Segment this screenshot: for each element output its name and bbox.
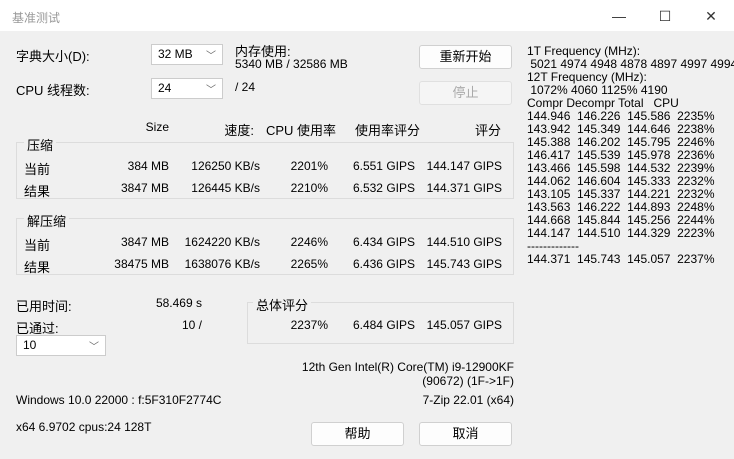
log-line: 144.147 144.510 144.329 2223% xyxy=(527,226,715,240)
total-group: 总体评分 xyxy=(247,295,514,344)
row-cpu: 2265% xyxy=(290,257,328,271)
help-button[interactable]: 帮助 xyxy=(311,422,404,446)
log-line: 143.466 145.598 144.532 2239% xyxy=(527,161,715,175)
log-line: 144.371 145.743 145.057 2237% xyxy=(527,252,715,266)
arch-info: x64 6.9702 cpus:24 128T xyxy=(16,420,152,434)
col-rating: 评分 xyxy=(474,123,501,138)
log-line: 146.417 145.539 145.978 2236% xyxy=(527,148,715,162)
passes-select[interactable]: 10 ﹀ xyxy=(16,335,106,356)
row-size: 3847 MB xyxy=(120,181,169,195)
row-rating: 144.510 GIPS xyxy=(426,235,502,249)
threads-label: CPU 线程数: xyxy=(16,83,90,98)
log-line: 145.388 146.202 145.795 2246% xyxy=(527,135,715,149)
passes-value: 10 / xyxy=(181,318,202,332)
log-line: 144.946 146.226 145.586 2235% xyxy=(527,109,715,123)
log-panel: 1T Frequency (MHz): 5021 4974 4948 4878 … xyxy=(527,45,734,266)
row-rating: 145.743 GIPS xyxy=(426,257,502,271)
version-info: 7-Zip 22.01 (x64) xyxy=(422,393,514,407)
cpu-id: (90672) (1F->1F) xyxy=(422,374,514,388)
col-rating-usage: 使用率评分 xyxy=(355,123,421,138)
total-rating: 145.057 GIPS xyxy=(426,318,502,332)
log-line: 144.062 146.604 145.333 2232% xyxy=(527,174,715,188)
dict-size-select[interactable]: 32 MB ﹀ xyxy=(151,44,223,65)
elapsed-value: 58.469 s xyxy=(155,296,202,310)
total-usage: 6.484 GIPS xyxy=(352,318,415,332)
minimize-button[interactable]: — xyxy=(612,8,626,24)
log-line: 143.563 146.222 144.893 2248% xyxy=(527,200,715,214)
cpu-name: 12th Gen Intel(R) Core(TM) i9-12900KF xyxy=(301,360,514,374)
log-line: 144.668 145.844 145.256 2244% xyxy=(527,213,715,227)
log-line: 143.942 145.349 144.646 2238% xyxy=(527,122,715,136)
memory-label: 内存使用: xyxy=(235,44,291,59)
log-line: 12T Frequency (MHz): xyxy=(527,70,647,84)
stop-button[interactable]: 停止 xyxy=(419,81,512,105)
col-size: Size xyxy=(145,120,169,134)
dict-size-value: 32 MB xyxy=(158,47,193,61)
row-size: 38475 MB xyxy=(114,257,169,271)
log-line: 143.105 145.337 144.221 2232% xyxy=(527,187,715,201)
row-cpu: 2246% xyxy=(290,235,328,249)
restart-button[interactable]: 重新开始 xyxy=(419,45,512,69)
row-speed: 1638076 KB/s xyxy=(184,257,260,271)
decompress-label: 解压缩 xyxy=(24,211,70,230)
cancel-button[interactable]: 取消 xyxy=(419,422,512,446)
threads-select[interactable]: 24 ﹀ xyxy=(151,78,223,99)
col-speed: 速度: xyxy=(224,123,254,138)
row-speed: 126250 KB/s xyxy=(191,159,260,173)
dict-size-label: 字典大小(D): xyxy=(16,49,90,64)
decompress-group: 解压缩 xyxy=(16,211,514,275)
chevron-down-icon: ﹀ xyxy=(206,51,216,62)
row-rating: 144.371 GIPS xyxy=(426,181,502,195)
threads-max: / 24 xyxy=(235,80,256,94)
row-size: 384 MB xyxy=(127,159,169,173)
log-line: 1072% 4060 1125% 4190 xyxy=(527,83,668,97)
row-speed: 1624220 KB/s xyxy=(184,235,260,249)
elapsed-label: 已用时间: xyxy=(16,299,72,314)
row-usage: 6.532 GIPS xyxy=(352,181,415,195)
os-info: Windows 10.0 22000 : f:5F310F2774C xyxy=(16,393,222,407)
row-usage: 6.436 GIPS xyxy=(352,257,415,271)
row-cpu: 2201% xyxy=(290,159,328,173)
row-speed: 126445 KB/s xyxy=(191,181,260,195)
row-size: 3847 MB xyxy=(120,235,169,249)
threads-value: 24 xyxy=(158,81,172,95)
row-cpu: 2210% xyxy=(290,181,328,195)
title-bar: 基准测试 — ☐ ✕ xyxy=(0,0,734,32)
row-label: 结果 xyxy=(24,260,51,275)
chevron-down-icon: ﹀ xyxy=(89,342,99,353)
compress-group: 压缩 xyxy=(16,135,514,199)
row-usage: 6.434 GIPS xyxy=(352,235,415,249)
log-line: 1T Frequency (MHz): xyxy=(527,44,641,58)
row-label: 当前 xyxy=(24,162,51,177)
maximize-button[interactable]: ☐ xyxy=(658,8,672,24)
total-cpu: 2237% xyxy=(290,318,328,332)
chevron-down-icon: ﹀ xyxy=(206,85,216,96)
col-cpu: CPU 使用率 xyxy=(266,123,337,138)
row-label: 当前 xyxy=(24,238,51,253)
log-line: 5021 4974 4948 4878 4897 4997 4994 xyxy=(527,57,734,71)
compress-label: 压缩 xyxy=(24,135,57,154)
row-usage: 6.551 GIPS xyxy=(352,159,415,173)
log-line: Compr Decompr Total CPU xyxy=(527,96,679,110)
window-title: 基准测试 xyxy=(12,11,61,25)
row-label: 结果 xyxy=(24,184,51,199)
row-rating: 144.147 GIPS xyxy=(426,159,502,173)
close-button[interactable]: ✕ xyxy=(705,8,717,24)
passes-select-value: 10 xyxy=(23,338,37,352)
memory-value: 5340 MB / 32586 MB xyxy=(235,57,348,71)
log-line: ------------- xyxy=(527,239,579,253)
total-label: 总体评分 xyxy=(253,295,312,314)
passes-label: 已通过: xyxy=(16,321,59,336)
